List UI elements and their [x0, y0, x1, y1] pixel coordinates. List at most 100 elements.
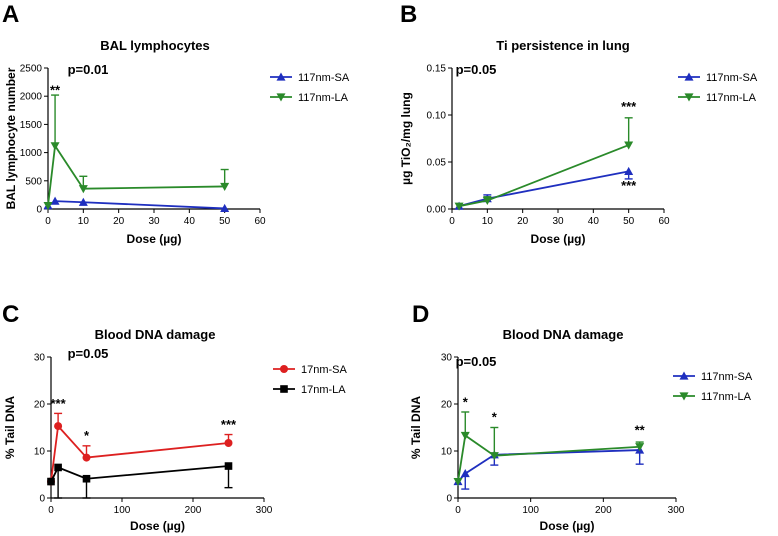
- data-point: [43, 202, 53, 211]
- y-tick-label: 30: [441, 353, 453, 364]
- y-tick-label: 500: [25, 176, 42, 187]
- legend-label: 117nm-LA: [706, 92, 757, 104]
- significance-marker: ***: [221, 417, 237, 432]
- data-point: [624, 141, 634, 150]
- data-point: [220, 203, 230, 213]
- significance-marker: *: [463, 394, 469, 409]
- data-point: [635, 443, 645, 452]
- data-point: [47, 477, 55, 486]
- series-117nm-LA: [43, 94, 230, 211]
- data-point: [460, 431, 470, 440]
- data-point: [54, 422, 63, 431]
- legend-label: 17nm-LA: [301, 384, 346, 396]
- legend-marker: [280, 385, 288, 393]
- significance-marker: *: [492, 409, 498, 424]
- legend-marker: [679, 371, 689, 380]
- y-tick-label: 0.00: [427, 205, 447, 216]
- y-axis-label: BAL lymphocyte number: [4, 67, 18, 209]
- y-tick-label: 10: [34, 447, 46, 458]
- significance-marker: **: [50, 83, 61, 98]
- data-point: [482, 196, 492, 206]
- panel-b: B Ti persistence in lung p=0.05 0 10 20 30 40 50…: [399, 1, 758, 246]
- x-axis-label: Dose (µg): [540, 519, 595, 533]
- x-tick-label: 100: [114, 505, 131, 516]
- y-tick-label: 20: [441, 400, 453, 411]
- significance-marker: ***: [621, 99, 637, 114]
- x-tick-label: 300: [256, 505, 273, 516]
- series-line: [457, 449, 640, 483]
- legend-label: 17nm-SA: [301, 364, 348, 376]
- significance-marker: ***: [51, 396, 67, 411]
- p-value-annotation: p=0.05: [456, 354, 497, 369]
- x-tick-label: 300: [668, 505, 685, 516]
- data-point: [54, 463, 62, 472]
- y-axis-label: % Tail DNA: [3, 396, 17, 459]
- x-tick-label: 0: [48, 505, 54, 516]
- y-tick-label: 30: [34, 353, 46, 364]
- data-point: [50, 142, 60, 151]
- x-tick-label: 30: [552, 216, 564, 227]
- y-axis-label: µg TiO₂/mg lung: [399, 92, 413, 185]
- y-tick-label: 0: [446, 494, 452, 505]
- y-axis-label: % Tail DNA: [409, 396, 423, 459]
- legend-label: 117nm-LA: [701, 391, 752, 403]
- x-tick-label: 10: [482, 216, 494, 227]
- chart-title: Blood DNA damage: [95, 327, 216, 342]
- x-tick-label: 30: [148, 216, 160, 227]
- legend-label: 117nm-SA: [706, 72, 758, 84]
- data-point: [82, 474, 91, 483]
- chart-title: Blood DNA damage: [503, 327, 624, 342]
- panel-d: D Blood DNA damage p=0.05 0 100 200 300 0 10 20 30…: [409, 301, 753, 533]
- data-point: [460, 469, 470, 478]
- series-117nm-SA: [454, 166, 634, 210]
- series-line: [50, 465, 229, 482]
- x-tick-label: 50: [623, 216, 635, 227]
- y-tick-label: 1500: [20, 120, 43, 131]
- x-axis-label: Dose (µg): [531, 232, 586, 246]
- x-tick-label: 60: [658, 216, 670, 227]
- p-value-annotation: p=0.05: [456, 62, 497, 77]
- legend-marker: [280, 365, 288, 373]
- y-tick-label: 0.15: [427, 64, 447, 75]
- series-line: [457, 433, 640, 482]
- panel-label: D: [412, 301, 429, 328]
- y-tick-label: 0.05: [427, 158, 447, 169]
- data-point: [82, 453, 91, 462]
- data-point: [224, 462, 233, 470]
- panel-a: A BAL lymphocytes p=0.01 0 10 20 30 40 50 60 0 500 1…: [2, 1, 350, 246]
- x-tick-label: 200: [595, 505, 612, 516]
- data-point: [50, 196, 60, 205]
- x-tick-label: 60: [254, 216, 266, 227]
- data-point: [453, 477, 463, 487]
- x-axis-label: Dose (µg): [127, 232, 182, 246]
- x-axis-label: Dose (µg): [130, 519, 185, 533]
- y-tick-label: 10: [441, 447, 453, 458]
- data-point: [78, 197, 88, 206]
- y-tick-label: 0.10: [427, 111, 447, 122]
- chart-title: BAL lymphocytes: [100, 38, 210, 53]
- y-tick-label: 0: [39, 494, 45, 505]
- data-point: [78, 185, 88, 194]
- chart-title: Ti persistence in lung: [496, 38, 629, 53]
- x-tick-label: 40: [588, 216, 600, 227]
- legend-marker: [276, 93, 286, 102]
- x-tick-label: 20: [113, 216, 125, 227]
- legend-label: 117nm-SA: [298, 72, 350, 84]
- series-17nm-LA: [47, 462, 233, 499]
- series-line: [47, 143, 225, 206]
- x-tick-label: 10: [78, 216, 90, 227]
- legend-label: 117nm-LA: [298, 92, 349, 104]
- data-point: [224, 439, 233, 448]
- x-tick-label: 40: [184, 216, 196, 227]
- legend-label: 117nm-SA: [701, 371, 753, 383]
- series-line: [50, 424, 229, 482]
- legend-marker: [679, 392, 689, 401]
- x-tick-label: 200: [185, 505, 202, 516]
- legend-marker: [684, 72, 694, 81]
- x-tick-label: 50: [219, 216, 231, 227]
- x-tick-label: 20: [517, 216, 529, 227]
- legend-marker: [276, 72, 286, 81]
- significance-marker: *: [84, 428, 90, 443]
- y-tick-label: 0: [36, 205, 42, 216]
- panel-label: B: [400, 1, 417, 28]
